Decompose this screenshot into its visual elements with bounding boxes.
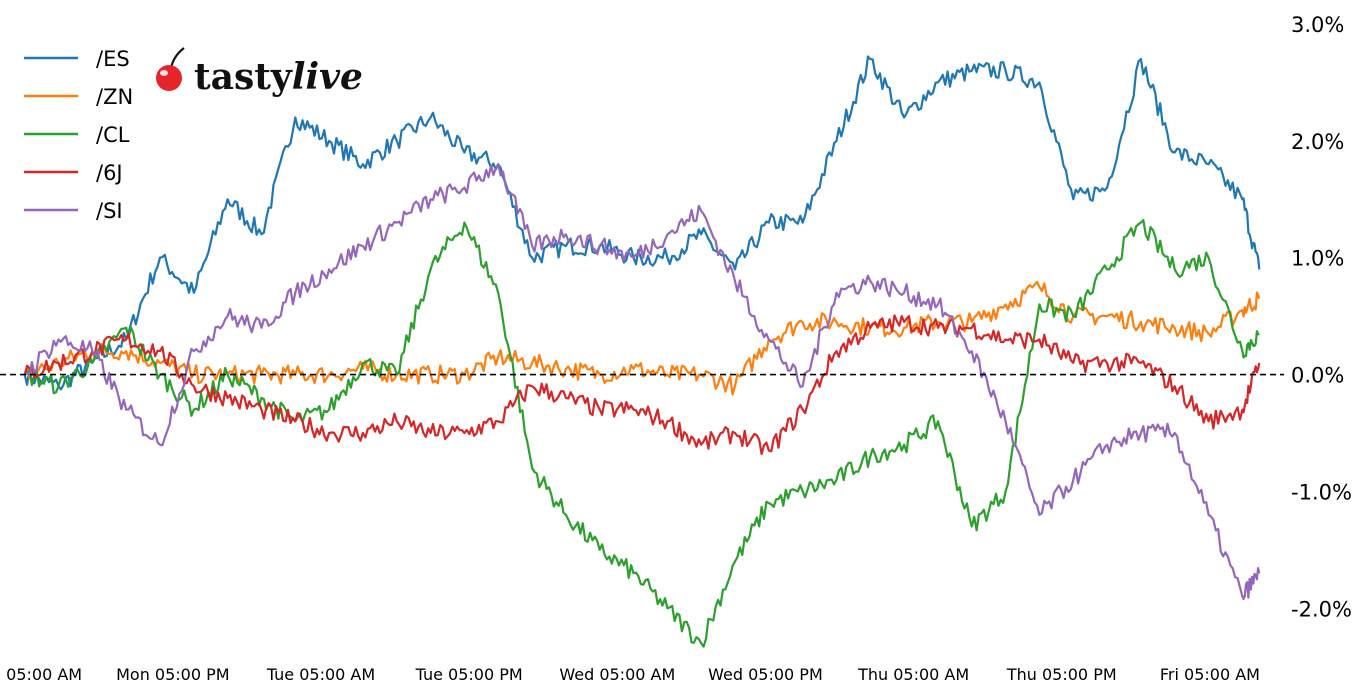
x-axis-ticks: Mon 05:00 AM Mon 05:00 PM Tue 05:00 AM Tue …: [0, 665, 1260, 684]
series-line-zn: [23, 280, 1261, 396]
series-line-si: [24, 163, 1261, 601]
legend-label: /ES: [96, 47, 130, 71]
y-axis-ticks: 3.0% 2.0% 1.0% 0.0% -1.0% -2.0%: [1291, 13, 1352, 621]
logo-text-italic: live: [292, 56, 363, 98]
y-tick-label: -2.0%: [1291, 597, 1352, 621]
tastylive-logo: tastylive: [156, 47, 363, 98]
y-tick-label: 3.0%: [1291, 13, 1344, 37]
logo-text-plain: tasty: [194, 56, 293, 98]
x-tick-label: Wed 05:00 PM: [708, 665, 823, 684]
x-tick-label: Thu 05:00 AM: [857, 665, 969, 684]
x-tick-label: Mon 05:00 AM: [0, 665, 82, 684]
x-tick-label: Fri 05:00 AM: [1160, 665, 1260, 684]
y-tick-label: 2.0%: [1291, 130, 1344, 154]
x-tick-label: Wed 05:00 AM: [559, 665, 675, 684]
series-line-6j: [23, 314, 1261, 456]
legend-label: /SI: [96, 199, 123, 223]
y-tick-label: 0.0%: [1291, 364, 1344, 388]
series-line-es: [23, 55, 1261, 391]
cherry-icon: [156, 47, 185, 91]
logo-wordmark: tastylive: [194, 56, 363, 98]
legend-label: /ZN: [96, 85, 133, 109]
x-tick-label: Thu 05:00 PM: [1006, 665, 1117, 684]
series-layer: [23, 55, 1261, 648]
y-tick-label: -1.0%: [1291, 480, 1352, 504]
y-tick-label: 1.0%: [1291, 247, 1344, 271]
x-tick-label: Tue 05:00 AM: [266, 665, 375, 684]
legend-label: /6J: [96, 161, 123, 185]
series-line-cl: [23, 219, 1260, 648]
x-tick-label: Tue 05:00 PM: [415, 665, 523, 684]
x-tick-label: Mon 05:00 PM: [116, 665, 229, 684]
legend: /ES/ZN/CL/6J/SI: [24, 47, 133, 223]
legend-label: /CL: [96, 123, 130, 147]
